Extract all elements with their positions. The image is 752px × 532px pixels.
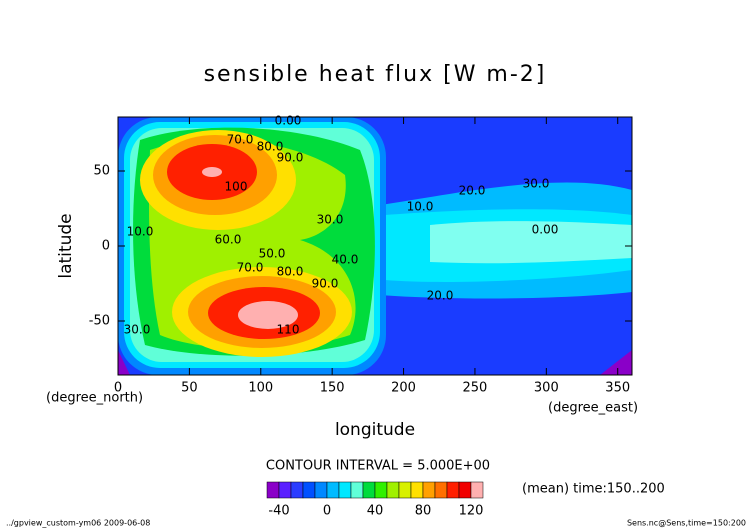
contour-label: 80.0: [277, 265, 304, 279]
chart-title: sensible heat flux [W m-2]: [204, 62, 547, 87]
colorbar-box: [374, 481, 388, 499]
y-unit: (degree_north): [46, 391, 143, 406]
x-tick-label: 100: [248, 381, 273, 396]
colorbar-box: [278, 481, 292, 499]
contour-label: 80.0: [257, 140, 284, 154]
contour-label: 90.0: [277, 151, 304, 165]
x-unit: (degree_east): [548, 401, 638, 416]
colorbar-box: [290, 481, 304, 499]
colorbar-box: [458, 481, 472, 499]
contour-interval: CONTOUR INTERVAL = 5.000E+00: [266, 459, 490, 474]
x-tick-label: 150: [320, 381, 345, 396]
x-axis-label: longitude: [335, 420, 415, 440]
contour-label: 100: [225, 180, 248, 194]
colorbar-box: [446, 481, 460, 499]
footer-left: ../gpview_custom-ym06 2009-06-08: [6, 519, 150, 528]
contour-label: 30.0: [523, 177, 550, 191]
contour-label: 60.0: [215, 233, 242, 247]
colorbar-box: [266, 481, 280, 499]
colorbar-box: [398, 481, 412, 499]
contour-label: 110: [277, 323, 300, 337]
colorbar-tick-label: 0: [323, 504, 331, 519]
colorbar-tick-label: 120: [459, 504, 484, 519]
x-tick-label: 50: [181, 381, 198, 396]
contour-label: 0.00: [532, 223, 559, 237]
contour-label: 70.0: [227, 133, 254, 147]
colorbar-box: [422, 481, 436, 499]
contour-label: 20.0: [459, 184, 486, 198]
y-axis-label: latitude: [56, 213, 76, 278]
contour-field: [118, 117, 632, 375]
x-tick-label: 300: [534, 381, 559, 396]
colorbar-box: [362, 481, 376, 499]
colorbar-box: [386, 481, 400, 499]
contour-label: 40.0: [332, 253, 359, 267]
x-tick-label: 200: [391, 381, 416, 396]
colorbar-box: [434, 481, 448, 499]
colorbar-box: [326, 481, 340, 499]
contour-label: 20.0: [427, 289, 454, 303]
contour-label: 10.0: [407, 200, 434, 214]
contour-label: 90.0: [312, 277, 339, 291]
colorbar-box: [470, 481, 484, 499]
x-tick-label: 350: [605, 381, 630, 396]
contour-label: 50.0: [259, 247, 286, 261]
colorbar-box: [338, 481, 352, 499]
contour-label: 30.0: [124, 323, 151, 337]
colorbar-box: [314, 481, 328, 499]
colorbar-box: [410, 481, 424, 499]
y-tick-label: 50: [93, 164, 110, 179]
colorbar-tick-label: 80: [415, 504, 432, 519]
x-tick-label: 250: [463, 381, 488, 396]
contour-label: 30.0: [317, 213, 344, 227]
colorbar-box: [302, 481, 316, 499]
y-tick-label: 0: [102, 239, 110, 254]
annotation: (mean) time:150..200: [522, 482, 665, 497]
contour-label: 10.0: [127, 225, 154, 239]
y-tick-label: -50: [89, 314, 110, 329]
contour-label: 0.00: [275, 114, 302, 128]
footer-right: Sens.nc@Sens,time=150:200: [627, 519, 746, 528]
x-tick-label: 0: [114, 381, 122, 396]
colorbar-tick-label: -40: [268, 504, 289, 519]
colorbar-box: [350, 481, 364, 499]
contour-label: 70.0: [237, 261, 264, 275]
colorbar-tick-label: 40: [367, 504, 384, 519]
